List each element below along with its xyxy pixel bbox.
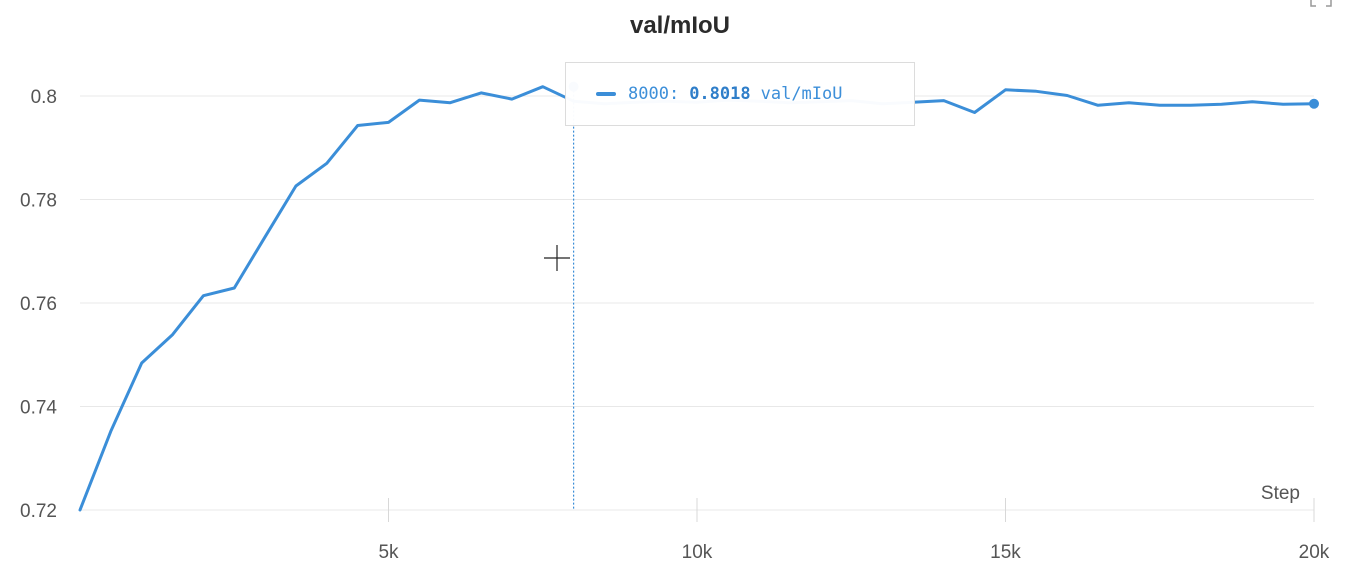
x-axis-ticks: 5k 10k 15k 20k	[378, 542, 1329, 563]
y-tick-label: 0.8	[31, 87, 57, 108]
y-tick-label: 0.78	[20, 190, 57, 211]
gridlines	[80, 95, 1315, 522]
y-tick-label: 0.74	[20, 397, 57, 418]
tooltip-step: 8000:	[628, 84, 680, 104]
crosshair-cursor-icon	[544, 245, 570, 271]
y-axis-ticks: 0.72 0.74 0.76 0.78 0.8	[20, 87, 57, 522]
series-line-val-miou	[78, 85, 1316, 512]
hover-tooltip: 8000: 0.8018 val/mIoU	[565, 62, 915, 126]
series-swatch-icon	[596, 92, 616, 96]
tooltip-value: 0.8018	[689, 84, 751, 104]
x-tick-label: 10k	[682, 542, 713, 563]
series-layer	[78, 85, 1316, 512]
x-tick-label: 5k	[378, 542, 399, 563]
expand-corner-icon[interactable]	[1310, 0, 1332, 8]
endpoint-marker	[1309, 98, 1319, 109]
x-axis-label: Step	[1261, 483, 1300, 504]
x-tick-label: 20k	[1299, 542, 1330, 563]
y-tick-label: 0.76	[20, 294, 57, 315]
tooltip-series-name: val/mIoU	[760, 84, 843, 104]
x-tick-label: 15k	[990, 542, 1021, 563]
y-tick-label: 0.72	[20, 501, 57, 522]
chart-title: val/mIoU	[630, 12, 730, 39]
